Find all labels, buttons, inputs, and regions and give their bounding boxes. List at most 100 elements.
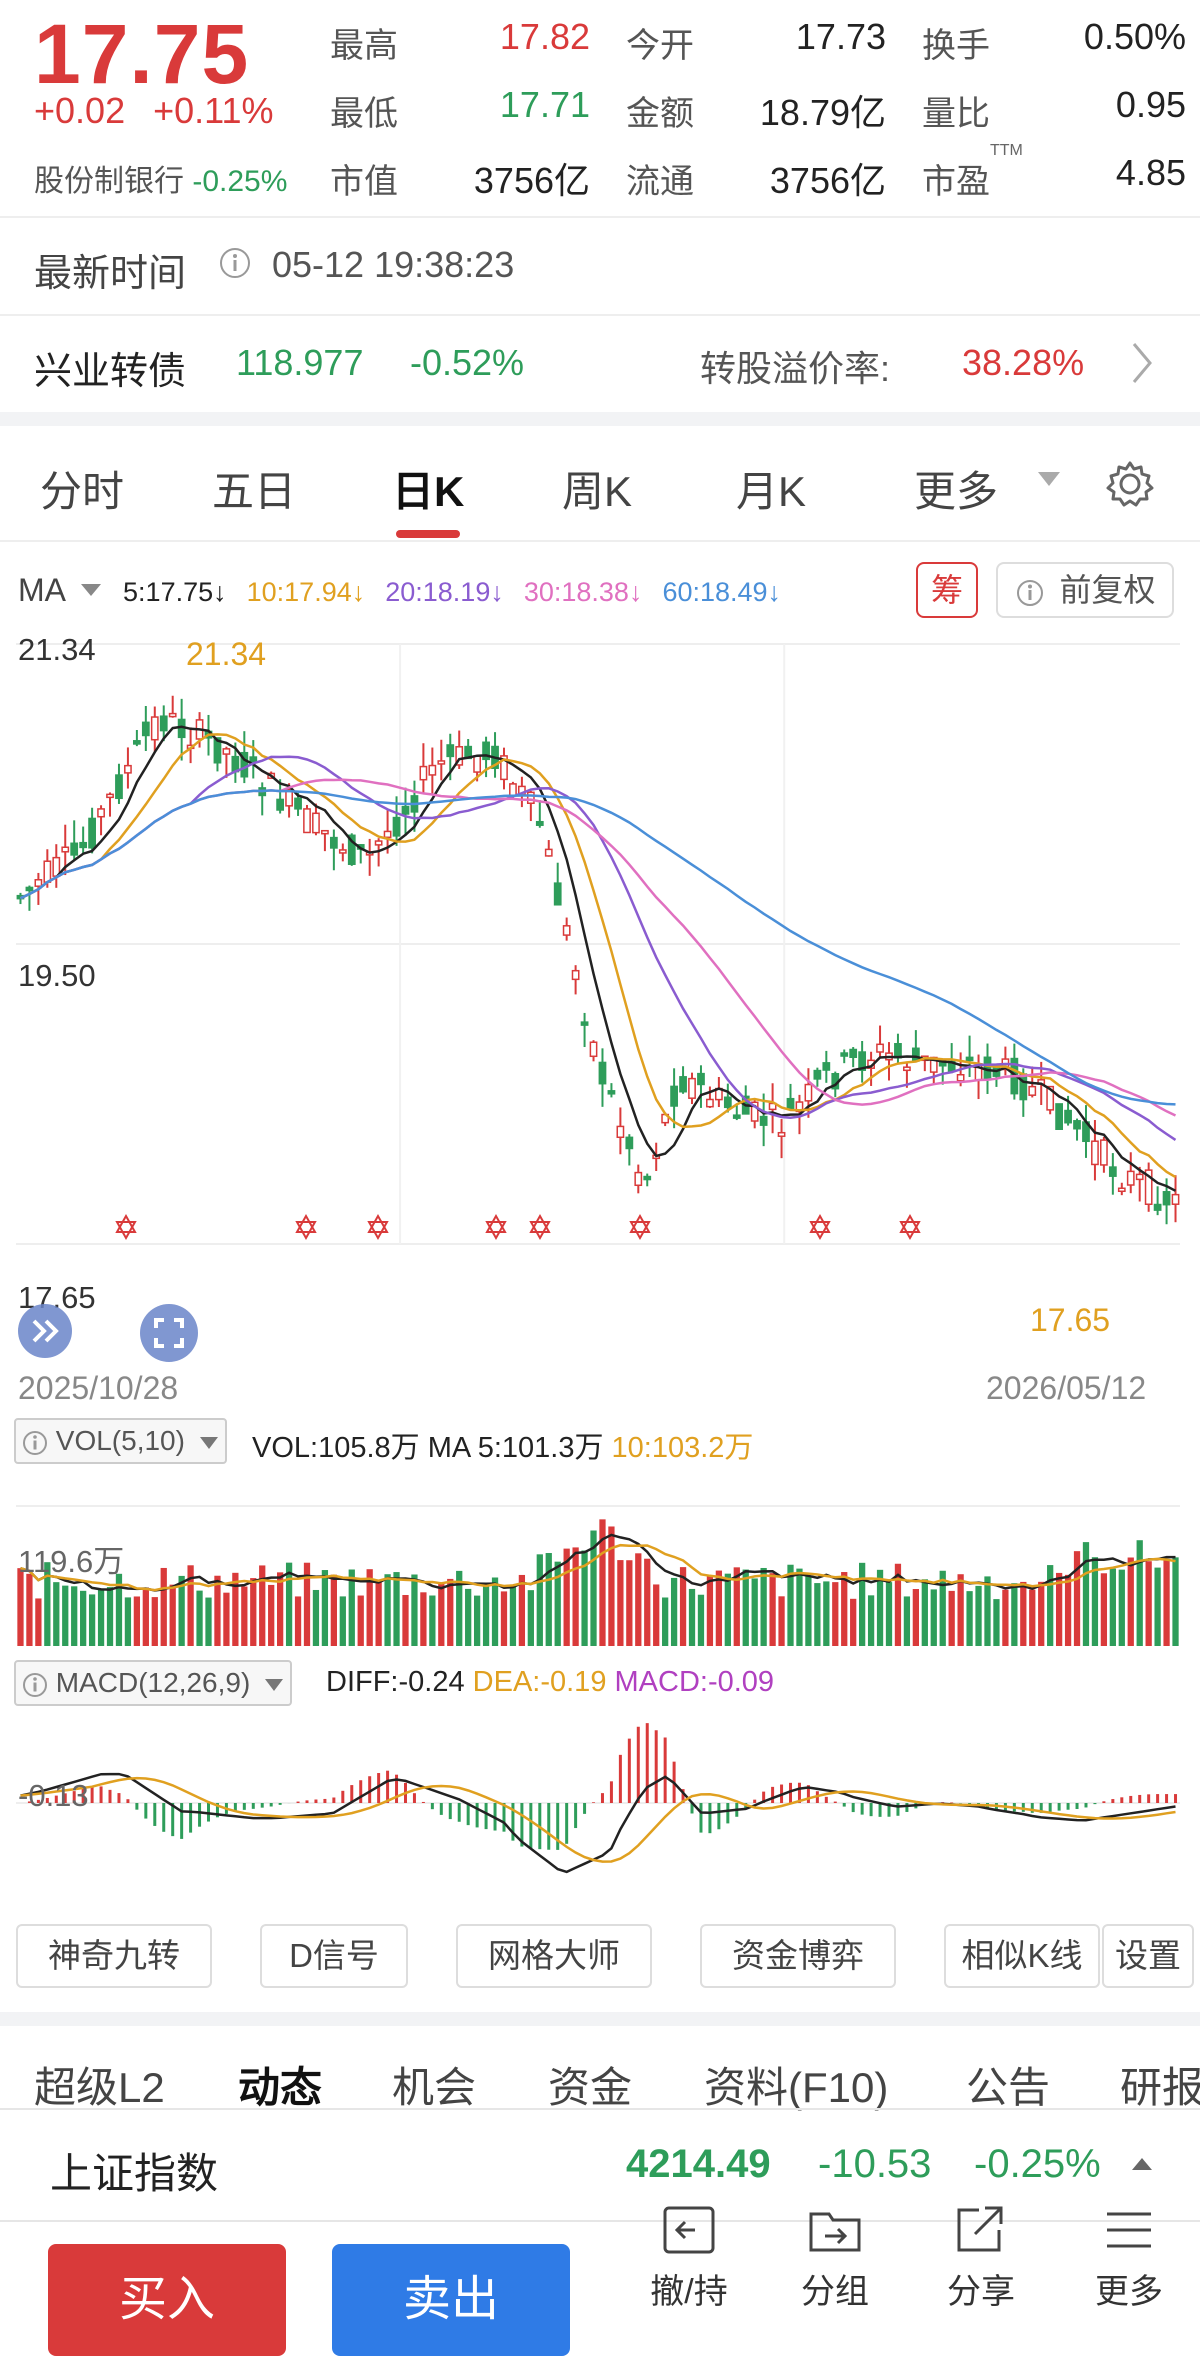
volume-bar bbox=[948, 1590, 955, 1646]
info-icon bbox=[23, 1430, 47, 1455]
candle-body bbox=[329, 836, 338, 849]
cancel-hold-button[interactable]: 撤/持 bbox=[624, 2202, 754, 2313]
volume-bar bbox=[178, 1575, 185, 1646]
caret-down-icon[interactable] bbox=[1036, 470, 1062, 493]
tab-research[interactable]: 研报 bbox=[1120, 2064, 1200, 2111]
candle-body bbox=[115, 774, 123, 800]
candle-body bbox=[419, 765, 428, 781]
volume-bar bbox=[1020, 1581, 1027, 1646]
update-time: 05-12 19:38:23 bbox=[272, 244, 515, 285]
tab-intraday[interactable]: 分时 bbox=[40, 468, 125, 515]
volume-bar bbox=[250, 1578, 257, 1646]
candle-body bbox=[750, 1101, 759, 1122]
macd-chart[interactable] bbox=[0, 1708, 1200, 1898]
volume-bar bbox=[966, 1591, 973, 1646]
tab-weekly-k[interactable]: 周K bbox=[562, 468, 633, 515]
candle-body bbox=[697, 1072, 705, 1086]
magic-nine-turn-button[interactable]: 神奇九转 bbox=[16, 1924, 212, 1988]
volume-bar bbox=[44, 1562, 51, 1646]
volume-bar bbox=[1091, 1557, 1099, 1646]
volume-bar bbox=[850, 1598, 857, 1646]
volume-bar bbox=[429, 1595, 436, 1646]
candle-body bbox=[1055, 1103, 1064, 1131]
share-button[interactable]: 分享 bbox=[916, 2202, 1046, 2313]
tab-monthly-k[interactable]: 月K bbox=[736, 468, 807, 515]
candle-body bbox=[643, 1175, 652, 1181]
volume-bar bbox=[984, 1576, 991, 1646]
volume-bar bbox=[697, 1594, 705, 1646]
candle-body bbox=[526, 791, 535, 805]
tab-f10[interactable]: 资料(F10) bbox=[704, 2064, 889, 2111]
buy-button[interactable]: 买入 bbox=[48, 2244, 286, 2356]
volume-bar bbox=[1145, 1561, 1152, 1646]
candle-body bbox=[34, 879, 43, 887]
tab-five-day[interactable]: 五日 bbox=[212, 468, 297, 515]
candle-body bbox=[482, 741, 490, 761]
tab-opportunity[interactable]: 机会 bbox=[392, 2064, 477, 2111]
tab-news[interactable]: 动态 bbox=[238, 2064, 323, 2111]
kline-chart[interactable] bbox=[0, 630, 1200, 1360]
price-adjust-button[interactable]: 前复权 bbox=[996, 562, 1174, 618]
more-button[interactable]: 更多 bbox=[1064, 2202, 1194, 2313]
tab-more[interactable]: 更多 bbox=[914, 468, 999, 515]
volume-bar bbox=[1064, 1574, 1072, 1646]
stat-label: 今开 bbox=[626, 27, 694, 65]
candle-body bbox=[1171, 1193, 1180, 1205]
group-button[interactable]: 分组 bbox=[770, 2202, 900, 2313]
stat-label: 金额 bbox=[626, 95, 694, 133]
sell-button[interactable]: 卖出 bbox=[332, 2244, 570, 2356]
vol-ma5: MA 5:101.3万 bbox=[427, 1432, 604, 1464]
candle-body bbox=[338, 849, 347, 854]
fund-game-button[interactable]: 资金博弈 bbox=[700, 1924, 896, 1988]
expand-left-icon[interactable] bbox=[18, 1304, 72, 1358]
volume-bar bbox=[724, 1573, 731, 1646]
tab-funds[interactable]: 资金 bbox=[548, 2064, 633, 2111]
tab-super-l2[interactable]: 超级L2 bbox=[34, 2064, 165, 2111]
caret-up-icon[interactable] bbox=[1130, 2156, 1154, 2177]
convertible-bond-row[interactable]: 兴业转债 118.977 -0.52% 转股溢价率: 38.28% bbox=[0, 316, 1200, 410]
volume-bar bbox=[339, 1596, 346, 1646]
volume-bar bbox=[196, 1590, 203, 1646]
chevron-right-icon bbox=[1128, 338, 1156, 393]
event-marker-icon bbox=[529, 1221, 551, 1241]
candle-body bbox=[634, 1171, 643, 1187]
tab-daily-k[interactable]: 日K bbox=[392, 468, 465, 515]
volume-bar bbox=[679, 1567, 687, 1646]
macd-indicator-selector[interactable]: MACD(12,26,9) bbox=[14, 1660, 293, 1706]
ma-indicator-bar[interactable]: MA 5:17.75↓ 10:17.94↓ 20:18.19↓ 30:18.38↓ 60… bbox=[18, 572, 801, 609]
event-marker-icon bbox=[899, 1213, 921, 1233]
candle-body bbox=[813, 1069, 822, 1080]
volume-bar bbox=[563, 1548, 570, 1646]
volume-chart[interactable] bbox=[0, 1466, 1200, 1656]
fullscreen-icon[interactable] bbox=[140, 1304, 198, 1362]
y-axis-high: 21.34 bbox=[18, 632, 96, 667]
vol-indicator-selector[interactable]: VOL(5,10) bbox=[14, 1418, 227, 1464]
vol-value: VOL:105.8万 bbox=[252, 1432, 420, 1464]
event-marker-icon bbox=[115, 1221, 137, 1241]
index-ticker-bar[interactable]: 上证指数 4214.49 -10.53 -0.25% bbox=[0, 2112, 1200, 2220]
candle-body bbox=[437, 760, 446, 765]
index-change: -10.53 bbox=[818, 2142, 932, 2186]
volume-bar bbox=[706, 1575, 714, 1646]
candle-body bbox=[1019, 1073, 1028, 1101]
volume-bar bbox=[142, 1587, 149, 1646]
candle-body bbox=[670, 1085, 678, 1107]
sector-info[interactable]: 股份制银行 -0.25% bbox=[34, 156, 287, 200]
settings-gear-icon[interactable] bbox=[1104, 458, 1156, 515]
volume-bar bbox=[71, 1586, 78, 1646]
volume-bar bbox=[894, 1563, 902, 1646]
volume-bar bbox=[366, 1569, 373, 1646]
indicator-settings-button[interactable]: 设置 bbox=[1102, 1924, 1194, 1988]
event-marker-icon bbox=[115, 1213, 137, 1233]
volume-bar bbox=[1011, 1583, 1018, 1646]
similar-kline-button[interactable]: 相似K线 bbox=[944, 1924, 1100, 1988]
volume-bar bbox=[438, 1583, 445, 1646]
stock-price: 17.75 bbox=[34, 7, 250, 101]
info-icon[interactable] bbox=[218, 246, 252, 285]
vol-label: VOL(5,10) bbox=[55, 1425, 185, 1456]
chip-distribution-button[interactable]: 筹 bbox=[916, 562, 978, 618]
tab-announcements[interactable]: 公告 bbox=[966, 2064, 1051, 2111]
d-signal-button[interactable]: D信号 bbox=[260, 1924, 408, 1988]
grid-master-button[interactable]: 网格大师 bbox=[456, 1924, 652, 1988]
volume-bar bbox=[903, 1596, 911, 1646]
